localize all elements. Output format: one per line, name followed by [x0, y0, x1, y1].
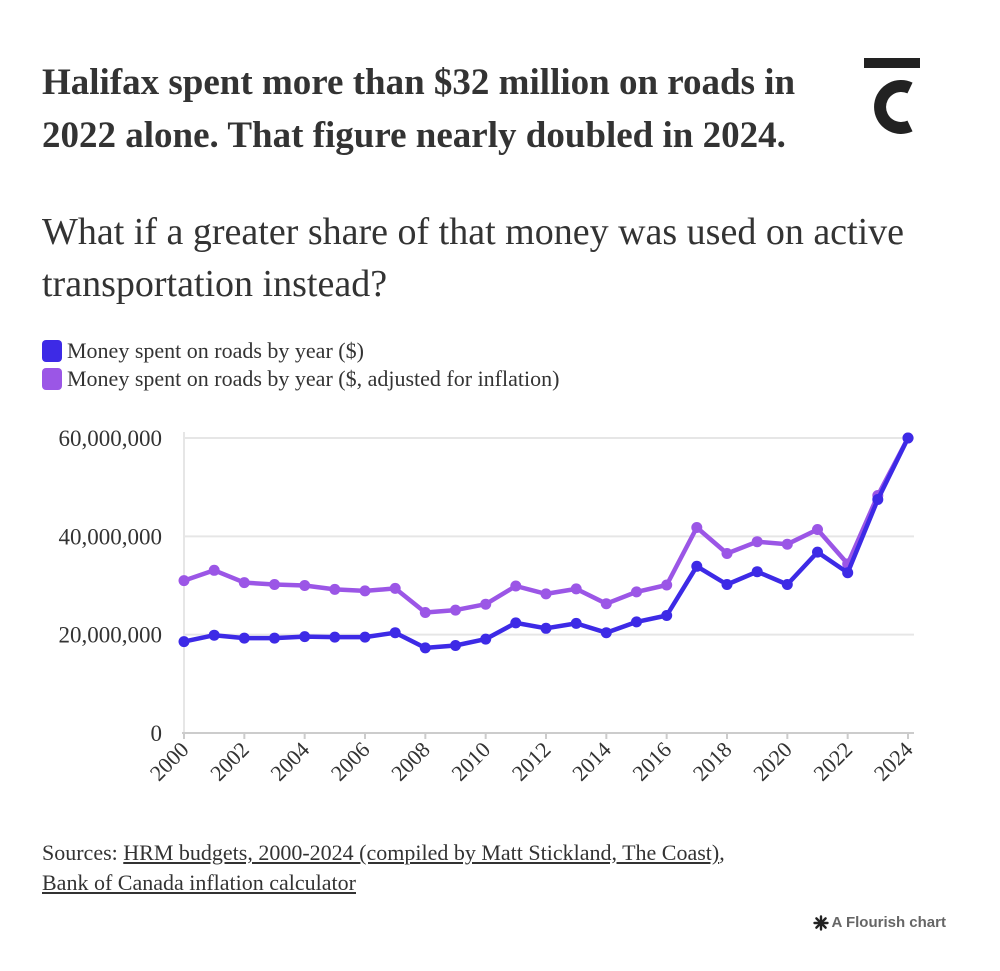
x-tick-label: 2014	[567, 737, 616, 786]
x-tick-label: 2022	[808, 737, 857, 786]
data-point[interactable]	[751, 536, 763, 548]
sources-separator: ,	[719, 840, 725, 865]
data-point[interactable]	[329, 631, 341, 643]
legend-label: Money spent on roads by year ($)	[67, 338, 364, 363]
legend-label: Money spent on roads by year ($, adjuste…	[67, 366, 560, 391]
inflation-calculator-link[interactable]: Bank of Canada inflation calculator	[42, 870, 356, 895]
data-point[interactable]	[480, 598, 492, 610]
series-line	[181, 435, 911, 651]
x-tick-label: 2004	[265, 737, 314, 786]
x-tick-label: 2010	[446, 737, 495, 786]
data-point[interactable]	[600, 598, 612, 610]
data-point[interactable]	[540, 622, 552, 634]
y-tick-label: 60,000,000	[59, 426, 163, 451]
y-tick-label: 40,000,000	[59, 524, 163, 549]
x-tick-label: 2012	[507, 737, 556, 786]
data-point[interactable]	[510, 617, 522, 629]
flourish-asterisk-icon	[812, 914, 829, 931]
data-point[interactable]	[842, 567, 854, 579]
x-tick-label: 2016	[627, 737, 676, 786]
data-point[interactable]	[540, 588, 552, 600]
data-point[interactable]	[178, 636, 190, 648]
data-point[interactable]	[299, 580, 311, 591]
data-point[interactable]	[691, 522, 703, 533]
data-point[interactable]	[902, 432, 914, 444]
data-point[interactable]	[812, 524, 823, 535]
data-point[interactable]	[661, 579, 673, 591]
data-point[interactable]	[299, 631, 311, 643]
sources-note: Sources: HRM budgets, 2000-2024 (compile…	[42, 838, 942, 898]
data-point[interactable]	[872, 494, 884, 505]
data-point[interactable]	[269, 579, 280, 590]
data-point[interactable]	[751, 566, 763, 578]
chart-legend: Money spent on roads by year ($) Money sp…	[42, 337, 559, 393]
x-tick-label: 2006	[326, 737, 375, 786]
data-point[interactable]	[329, 583, 341, 595]
the-coast-logo-icon	[864, 58, 920, 134]
x-tick-label: 2020	[748, 737, 797, 786]
data-point[interactable]	[812, 546, 823, 558]
hrm-budgets-link[interactable]: HRM budgets, 2000-2024 (compiled by Matt…	[123, 840, 720, 865]
data-point[interactable]	[570, 617, 582, 629]
data-point[interactable]	[238, 577, 250, 589]
data-point[interactable]	[419, 642, 431, 654]
y-tick-label: 0	[151, 721, 163, 746]
legend-swatch	[42, 340, 62, 362]
x-tick-label: 2002	[205, 737, 254, 786]
data-point[interactable]	[661, 610, 673, 621]
data-point[interactable]	[721, 548, 733, 559]
legend-item[interactable]: Money spent on roads by year ($)	[42, 337, 559, 365]
y-tick-label: 20,000,000	[59, 623, 163, 648]
data-point[interactable]	[510, 580, 522, 592]
data-point[interactable]	[359, 585, 371, 597]
data-point[interactable]	[208, 564, 220, 576]
data-point[interactable]	[781, 579, 793, 590]
series-layer	[178, 432, 914, 654]
credit-text: A Flourish chart	[831, 914, 946, 931]
data-point[interactable]	[419, 607, 431, 618]
flourish-credit[interactable]: A Flourish chart	[812, 914, 946, 931]
chart-title: Halifax spent more than $32 million on r…	[42, 62, 796, 156]
data-point[interactable]	[359, 631, 371, 643]
data-point[interactable]	[450, 604, 461, 616]
data-point[interactable]	[450, 640, 461, 651]
data-point[interactable]	[208, 629, 220, 641]
legend-swatch	[42, 368, 62, 390]
data-point[interactable]	[570, 583, 582, 595]
data-point[interactable]	[631, 616, 642, 628]
data-point[interactable]	[631, 586, 642, 598]
data-point[interactable]	[269, 632, 280, 644]
data-point[interactable]	[721, 579, 733, 590]
data-point[interactable]	[480, 633, 492, 645]
series-group	[178, 432, 914, 654]
data-point[interactable]	[389, 582, 401, 594]
data-point[interactable]	[600, 627, 612, 639]
legend-item[interactable]: Money spent on roads by year ($, adjuste…	[42, 365, 559, 393]
series-group	[178, 432, 914, 618]
x-tick-label: 2008	[386, 737, 435, 786]
sources-prefix: Sources:	[42, 840, 124, 865]
series-line	[181, 435, 911, 615]
chart-subtitle: What if a greater share of that money wa…	[42, 211, 905, 305]
data-point[interactable]	[691, 560, 703, 572]
x-tick-label: 2024	[869, 737, 918, 786]
data-point[interactable]	[389, 627, 401, 639]
data-point[interactable]	[781, 538, 793, 550]
data-point[interactable]	[238, 632, 250, 644]
data-point[interactable]	[178, 575, 190, 587]
x-tick-label: 2018	[688, 737, 737, 786]
